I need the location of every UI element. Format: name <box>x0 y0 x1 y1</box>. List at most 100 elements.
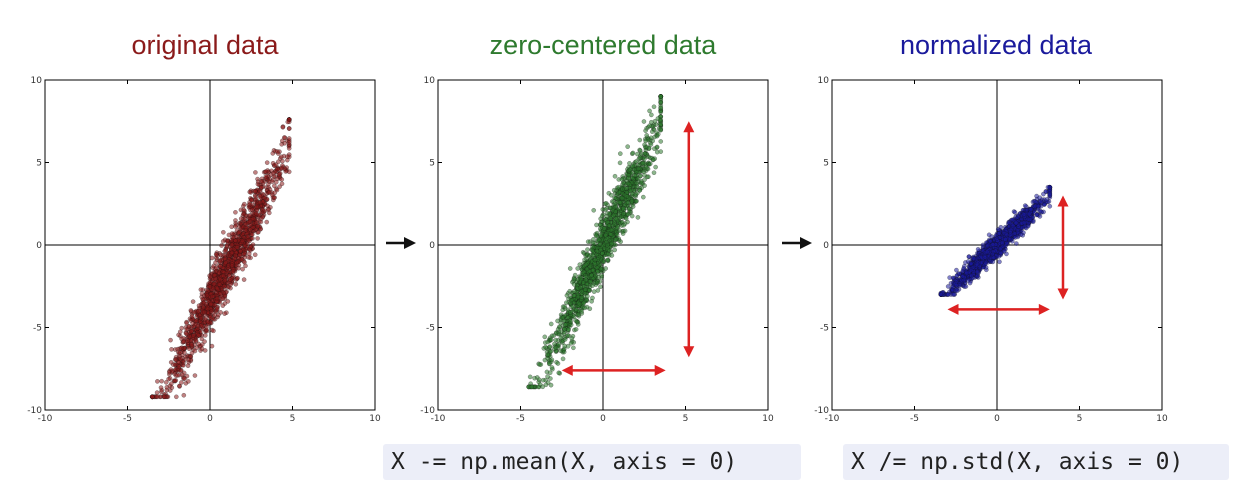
data-point <box>211 272 217 278</box>
data-point <box>637 187 643 193</box>
data-point <box>207 280 213 285</box>
data-point <box>629 213 635 219</box>
data-point <box>271 170 276 176</box>
data-point <box>222 278 228 283</box>
data-point <box>281 135 287 140</box>
data-point <box>241 277 247 282</box>
data-point <box>1001 248 1007 254</box>
data-point <box>567 266 573 271</box>
data-point <box>649 112 654 118</box>
data-point <box>286 139 292 145</box>
data-point <box>234 260 239 266</box>
data-point <box>658 121 664 127</box>
data-point <box>183 331 189 336</box>
data-point <box>199 336 205 342</box>
x-tick-label: -10 <box>431 414 446 424</box>
data-point <box>954 267 959 273</box>
data-point <box>626 176 631 181</box>
data-point <box>1006 220 1012 225</box>
data-point <box>175 373 180 378</box>
data-point <box>596 274 601 280</box>
data-point <box>608 231 613 237</box>
data-point <box>632 173 637 178</box>
data-point <box>224 243 230 249</box>
data-point <box>241 207 247 213</box>
data-point <box>598 284 603 290</box>
data-point <box>188 354 194 359</box>
data-point <box>562 343 568 349</box>
data-point <box>256 229 261 235</box>
data-point <box>633 159 639 164</box>
data-point <box>647 123 652 129</box>
data-point <box>594 248 600 254</box>
data-point <box>652 146 657 152</box>
data-point <box>641 169 646 174</box>
data-point <box>607 223 612 228</box>
data-point <box>996 254 1002 259</box>
data-point <box>1047 191 1053 197</box>
data-point <box>176 360 182 365</box>
data-point <box>642 183 647 188</box>
data-point <box>275 176 281 182</box>
x-tick-label: 0 <box>994 414 1000 424</box>
data-point <box>176 364 182 370</box>
double-arrow-annotation <box>947 303 1050 315</box>
data-point <box>571 282 577 287</box>
scatter-plot-original: -10 -5 0 5 10 -10 -5 0 5 10 <box>27 76 381 424</box>
data-point <box>549 357 555 363</box>
data-point <box>651 104 657 110</box>
data-point <box>653 164 658 170</box>
data-point <box>239 257 245 262</box>
data-point <box>191 333 196 338</box>
data-point <box>607 211 612 216</box>
data-point <box>247 227 253 232</box>
data-point <box>198 315 204 321</box>
data-point <box>1014 241 1019 246</box>
data-point <box>240 266 245 272</box>
data-point <box>223 260 229 265</box>
data-point <box>983 260 989 266</box>
data-point <box>540 384 546 390</box>
data-point <box>583 262 589 268</box>
data-point <box>595 269 600 274</box>
data-point <box>545 339 551 345</box>
x-tick-label: 5 <box>290 414 296 424</box>
data-point <box>173 394 179 400</box>
data-point <box>947 275 952 280</box>
data-point <box>603 266 608 271</box>
data-point <box>614 232 620 238</box>
data-point <box>158 385 164 390</box>
y-tick-label: 0 <box>429 241 435 251</box>
data-point <box>571 288 577 294</box>
data-point <box>264 219 270 225</box>
data-point <box>612 201 618 207</box>
y-tick-label: -10 <box>27 406 42 416</box>
data-point <box>637 155 643 161</box>
data-point <box>1028 206 1034 212</box>
data-point <box>529 384 535 390</box>
data-point <box>579 309 584 314</box>
data-point <box>624 186 629 191</box>
data-point <box>555 361 561 366</box>
data-point <box>579 295 585 300</box>
data-point <box>233 253 238 258</box>
data-point <box>548 321 554 327</box>
data-point <box>186 324 192 330</box>
data-point <box>267 189 272 195</box>
y-tick-label: 0 <box>823 241 829 251</box>
data-point <box>247 218 253 224</box>
data-point <box>237 252 243 258</box>
data-point <box>201 304 206 310</box>
double-arrow-annotation <box>683 121 695 358</box>
data-point <box>625 144 631 149</box>
data-point <box>186 379 191 384</box>
data-point <box>547 349 553 355</box>
data-point <box>603 200 609 206</box>
data-point <box>658 139 664 144</box>
data-point <box>612 173 618 179</box>
data-point <box>619 177 625 182</box>
data-point <box>990 251 995 257</box>
data-point <box>182 376 188 381</box>
data-point <box>229 242 235 248</box>
data-point <box>625 211 631 217</box>
